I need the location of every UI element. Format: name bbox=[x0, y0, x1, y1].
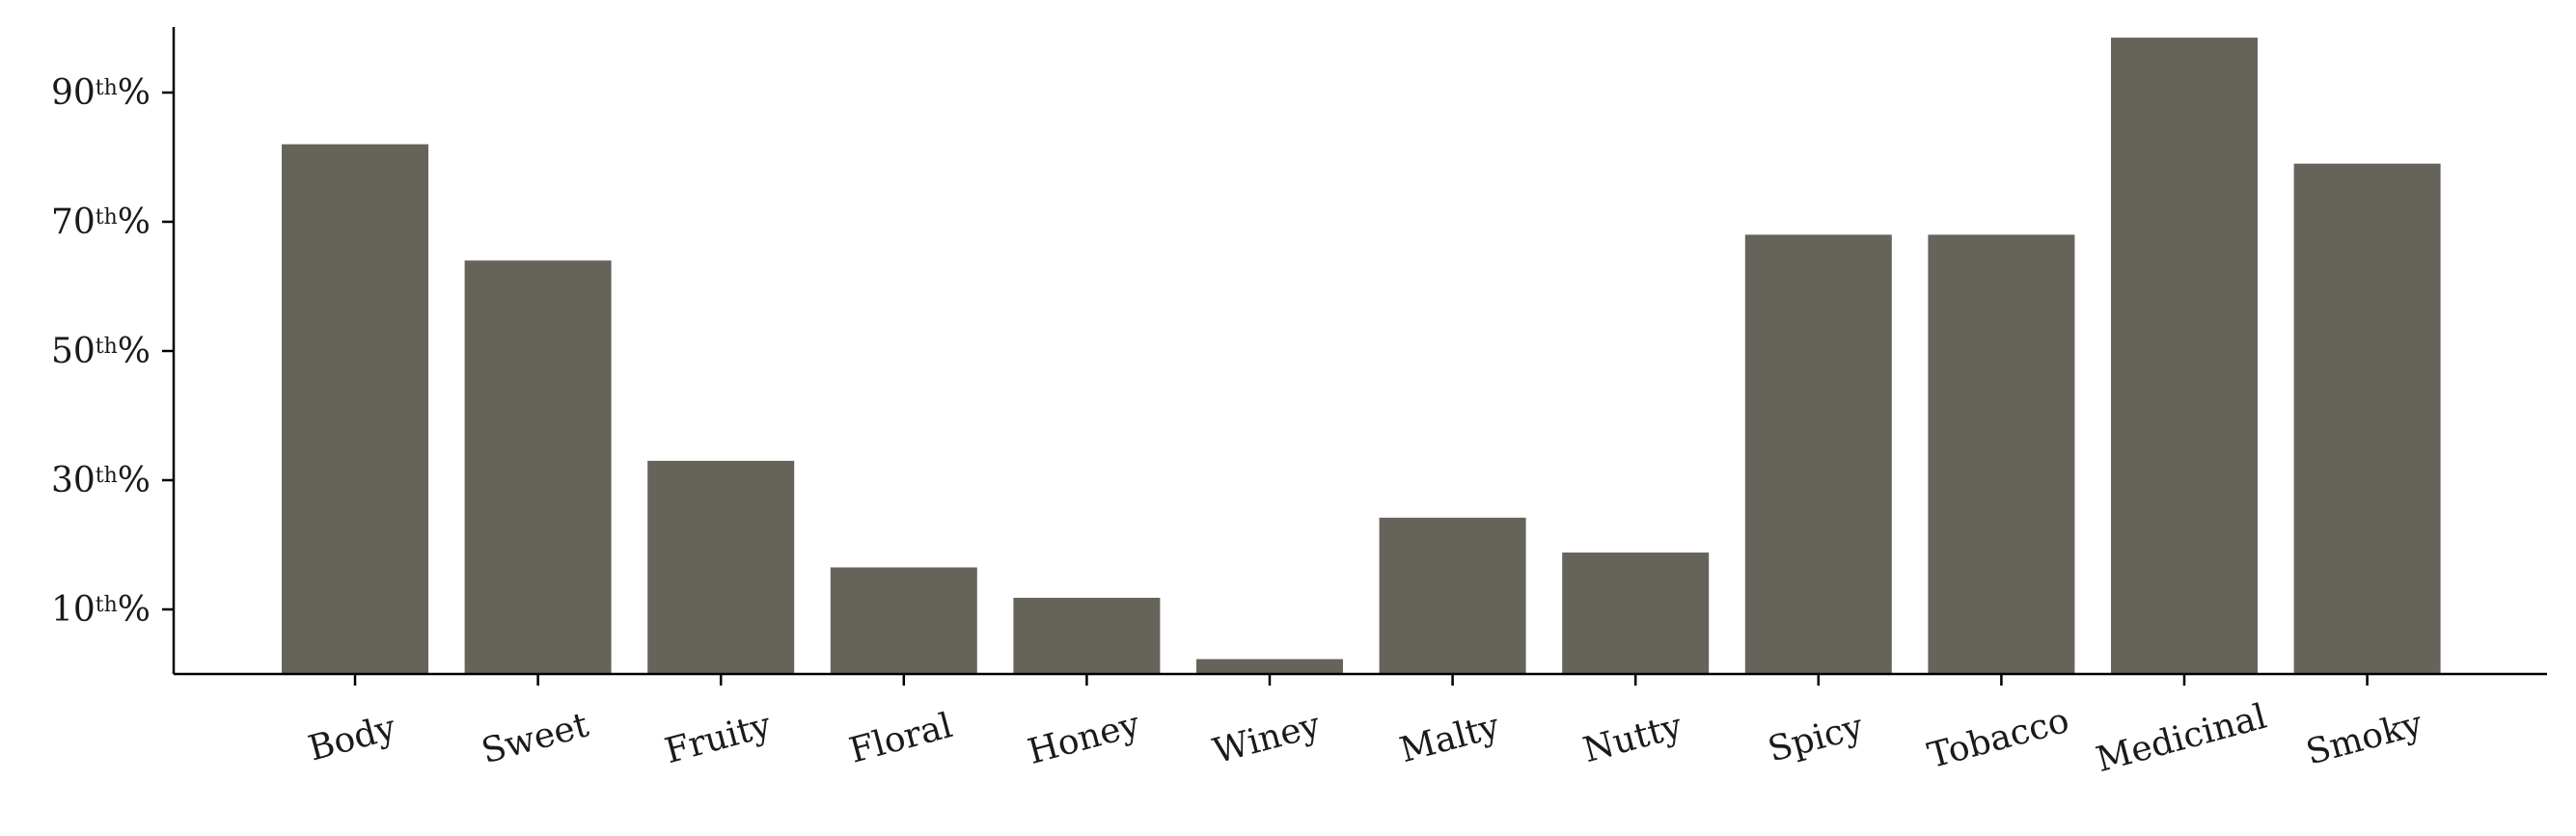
bar-spicy bbox=[1744, 234, 1892, 674]
y-tick-label: 10th% bbox=[51, 590, 151, 630]
bar-honey bbox=[1013, 597, 1161, 674]
x-tick-label: Medicinal bbox=[2093, 697, 2271, 780]
x-tick-label: Smoky bbox=[2302, 704, 2427, 773]
y-tick-label: 70th% bbox=[51, 202, 151, 242]
bar-medicinal bbox=[2111, 38, 2258, 675]
x-tick-label: Tobacco bbox=[1924, 701, 2073, 776]
bars-group bbox=[282, 38, 2441, 675]
x-tick-label: Sweet bbox=[478, 705, 593, 771]
bar-nutty bbox=[1562, 553, 1710, 674]
x-tick-label: Honey bbox=[1024, 705, 1144, 772]
y-tick-label: 90th% bbox=[51, 73, 151, 113]
x-axis-ticks: Body Sweet Fruity Floral Honey Winey Malty Nutt… bbox=[305, 674, 2427, 780]
x-tick-label: Body bbox=[305, 708, 401, 769]
y-tick-label: 30th% bbox=[51, 461, 151, 500]
bar-body bbox=[282, 144, 428, 675]
x-tick-label: Floral bbox=[845, 706, 956, 771]
bar-sweet bbox=[464, 260, 612, 674]
bar-floral bbox=[830, 567, 977, 674]
bar-fruity bbox=[647, 460, 795, 674]
y-tick-label: 50th% bbox=[51, 332, 151, 371]
x-tick-label: Nutty bbox=[1579, 706, 1687, 770]
bar-smoky bbox=[2293, 163, 2441, 674]
bar-winey bbox=[1196, 659, 1343, 674]
x-tick-label: Malty bbox=[1396, 706, 1504, 770]
x-tick-label: Fruity bbox=[661, 705, 776, 771]
bar-tobacco bbox=[1928, 234, 2075, 674]
y-axis-ticks: 10th% 30th% 50th% 70th% 90th% bbox=[51, 73, 174, 630]
bar-malty bbox=[1379, 517, 1526, 674]
x-tick-label: Winey bbox=[1209, 705, 1325, 771]
x-tick-label: Spicy bbox=[1764, 707, 1868, 770]
